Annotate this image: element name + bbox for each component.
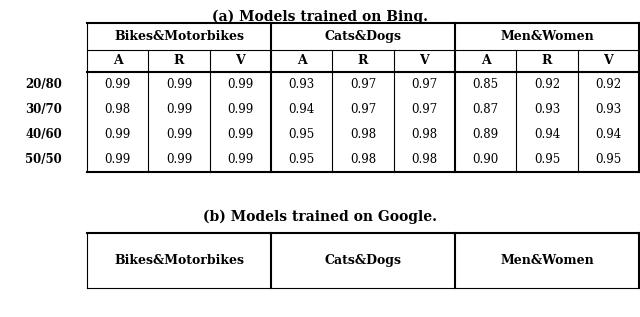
Text: Bikes&Motorbikes: Bikes&Motorbikes <box>114 30 244 43</box>
Text: 0.99: 0.99 <box>104 78 131 91</box>
Text: 0.93: 0.93 <box>289 78 315 91</box>
Text: V: V <box>604 55 613 68</box>
Text: 0.99: 0.99 <box>227 103 253 116</box>
Text: A: A <box>481 55 490 68</box>
Text: 0.99: 0.99 <box>227 153 253 166</box>
Text: R: R <box>174 55 184 68</box>
Text: R: R <box>358 55 368 68</box>
Text: 0.85: 0.85 <box>472 78 499 91</box>
Text: 0.95: 0.95 <box>534 153 560 166</box>
Text: 0.94: 0.94 <box>595 128 621 141</box>
Text: 0.97: 0.97 <box>412 78 438 91</box>
Text: 0.93: 0.93 <box>534 103 560 116</box>
Text: 0.97: 0.97 <box>412 103 438 116</box>
Text: 0.99: 0.99 <box>227 78 253 91</box>
Text: 0.92: 0.92 <box>534 78 560 91</box>
Text: 0.97: 0.97 <box>350 78 376 91</box>
Text: 0.92: 0.92 <box>595 78 621 91</box>
Text: 0.87: 0.87 <box>472 103 499 116</box>
Text: 0.99: 0.99 <box>166 78 192 91</box>
Text: Cats&Dogs: Cats&Dogs <box>324 30 401 43</box>
Text: 30/70: 30/70 <box>25 103 62 116</box>
Text: Cats&Dogs: Cats&Dogs <box>324 254 401 267</box>
Text: A: A <box>297 55 307 68</box>
Text: 0.95: 0.95 <box>595 153 621 166</box>
Text: 40/60: 40/60 <box>25 128 62 141</box>
Text: 0.99: 0.99 <box>227 128 253 141</box>
Text: V: V <box>419 55 429 68</box>
Text: 0.89: 0.89 <box>472 128 499 141</box>
Text: (b) Models trained on Google.: (b) Models trained on Google. <box>203 210 437 224</box>
Text: 0.98: 0.98 <box>412 128 437 141</box>
Text: Men&Women: Men&Women <box>500 254 594 267</box>
Text: 0.98: 0.98 <box>350 128 376 141</box>
Text: 0.94: 0.94 <box>534 128 560 141</box>
Text: 0.98: 0.98 <box>350 153 376 166</box>
Text: 0.97: 0.97 <box>350 103 376 116</box>
Text: A: A <box>113 55 122 68</box>
Text: 20/80: 20/80 <box>25 78 62 91</box>
Text: 50/50: 50/50 <box>25 153 62 166</box>
Text: 0.94: 0.94 <box>289 103 315 116</box>
Text: 0.98: 0.98 <box>104 103 131 116</box>
Text: Bikes&Motorbikes: Bikes&Motorbikes <box>114 254 244 267</box>
Text: R: R <box>542 55 552 68</box>
Text: V: V <box>236 55 245 68</box>
Text: 0.99: 0.99 <box>166 153 192 166</box>
Text: 0.95: 0.95 <box>289 128 315 141</box>
Text: 0.90: 0.90 <box>472 153 499 166</box>
Text: 0.98: 0.98 <box>412 153 437 166</box>
Text: 0.95: 0.95 <box>289 153 315 166</box>
Text: 0.99: 0.99 <box>104 128 131 141</box>
Text: 0.99: 0.99 <box>104 153 131 166</box>
Text: (a) Models trained on Bing.: (a) Models trained on Bing. <box>212 10 428 24</box>
Text: 0.93: 0.93 <box>595 103 621 116</box>
Text: 0.99: 0.99 <box>166 103 192 116</box>
Text: 0.99: 0.99 <box>166 128 192 141</box>
Text: Men&Women: Men&Women <box>500 30 594 43</box>
